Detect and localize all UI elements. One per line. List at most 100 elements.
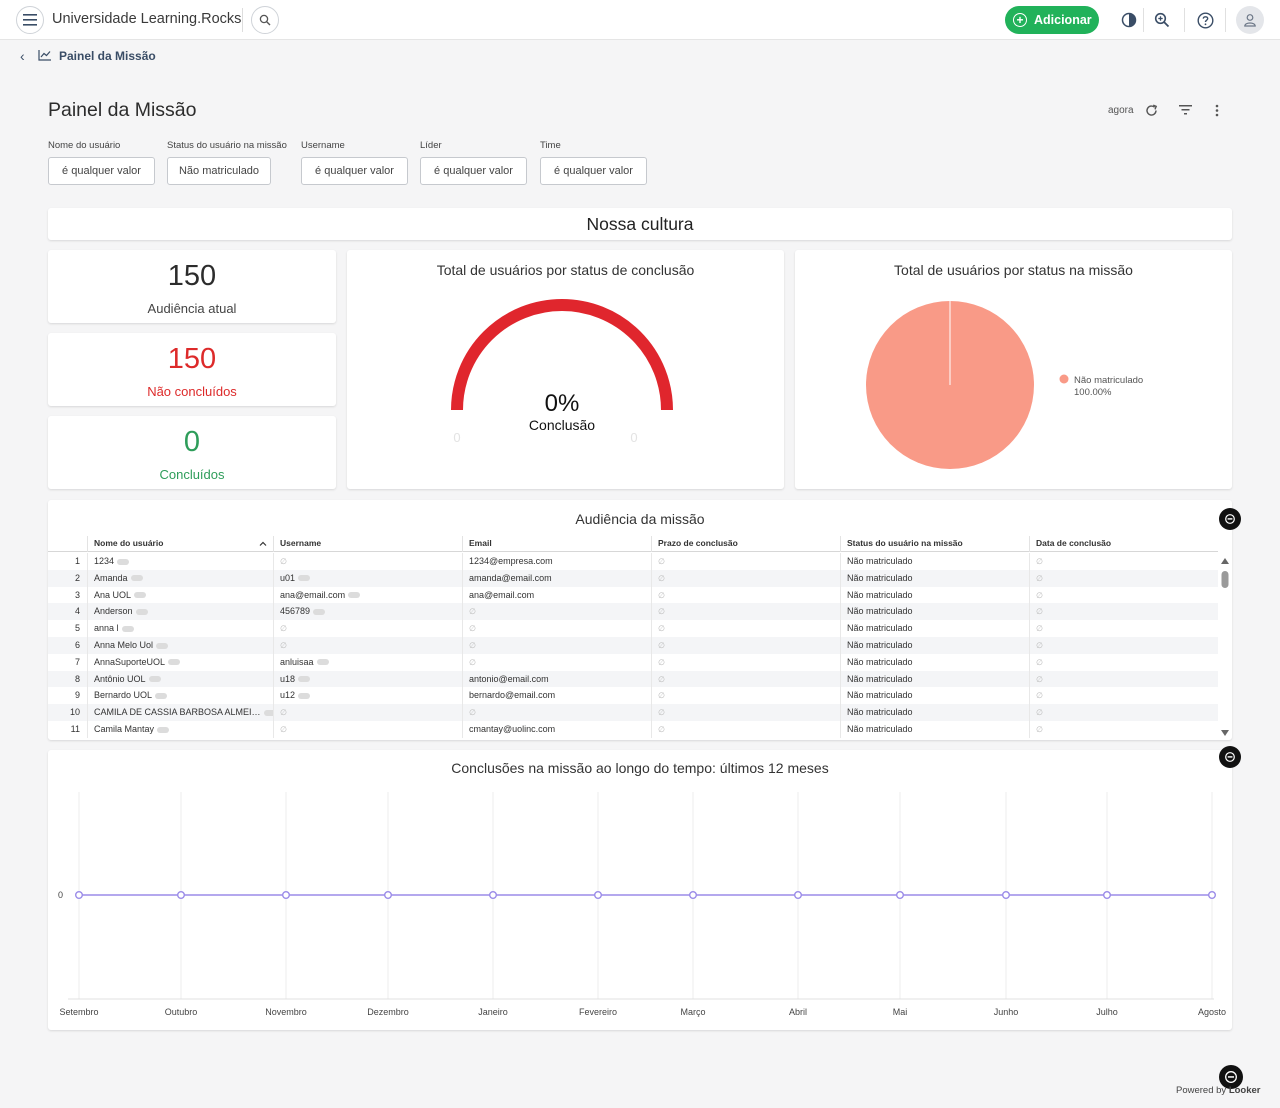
table-scrollbar[interactable] — [1218, 554, 1232, 740]
data-point — [281, 890, 290, 899]
kpi-value: 0 — [183, 426, 201, 458]
data-point — [75, 890, 84, 899]
table-row[interactable]: 6 Anna Melo Uol ∅ ∅ ∅ Não matriculado ∅ — [48, 637, 1218, 654]
more-options-icon[interactable] — [298, 575, 311, 582]
zoom-in-icon[interactable] — [1152, 10, 1172, 30]
more-options-icon[interactable] — [156, 642, 169, 649]
data-point — [1102, 890, 1111, 899]
more-options-icon[interactable] — [313, 609, 326, 616]
null-value: ∅ — [280, 708, 287, 718]
more-options-icon[interactable] — [117, 558, 130, 565]
table-cell-status: Não matriculado — [840, 704, 1029, 722]
filter-username[interactable]: é qualquer valor — [301, 157, 408, 185]
x-tick-label: Outubro — [165, 1007, 198, 1017]
more-vertical-icon[interactable] — [1209, 102, 1225, 118]
menu-button[interactable] — [16, 6, 44, 34]
kpi-label: Audiência atual — [147, 301, 237, 316]
more-options-icon[interactable] — [168, 659, 181, 666]
more-options-icon[interactable] — [157, 726, 170, 733]
x-tick-label: Fevereiro — [579, 1007, 617, 1017]
table-cell-prazo: ∅ — [651, 569, 840, 587]
theme-toggle-icon[interactable] — [1119, 10, 1139, 30]
add-button[interactable]: + Adicionar — [1005, 6, 1099, 34]
search-icon — [259, 14, 271, 26]
table-cell-name: Anna Melo Uol — [87, 637, 273, 654]
filter-lider[interactable]: é qualquer valor — [420, 157, 527, 185]
more-options-icon[interactable] — [121, 625, 134, 632]
table-row[interactable]: 1 1234 ∅ 1234@empresa.com ∅ Não matriculado ∅ — [48, 553, 1218, 570]
table-cell-status: Não matriculado — [840, 637, 1029, 654]
search-button[interactable] — [251, 6, 279, 34]
column-header-status[interactable]: Status do usuário na missão — [840, 536, 1029, 552]
breadcrumb[interactable]: Painel da Missão — [59, 49, 156, 63]
assistant-button[interactable] — [1219, 1065, 1243, 1089]
filter-icon[interactable] — [1177, 102, 1193, 118]
looker-logo[interactable]: Looker — [1228, 1085, 1261, 1096]
more-options-icon[interactable] — [148, 676, 161, 683]
table-cell-prazo: ∅ — [651, 653, 840, 671]
back-chevron-icon[interactable]: ‹ — [20, 48, 25, 64]
table-cell-email: bernardo@email.com — [462, 687, 651, 705]
table-cell-email: ∅ — [462, 704, 651, 722]
table-cell-email: ana@email.com — [462, 586, 651, 604]
table-row[interactable]: 4 Anderson 456789 ∅ ∅ Não matriculado ∅ — [48, 603, 1218, 621]
table-row[interactable]: 10 CAMILA DE CASSIA BARBOSA ALMEI… ∅ ∅ ∅ Não … — [48, 704, 1218, 722]
table-cell-prazo: ∅ — [651, 586, 840, 604]
table-cell-email: cmantay@uolinc.com — [462, 721, 651, 738]
divider — [242, 8, 243, 32]
more-options-icon[interactable] — [298, 676, 311, 683]
avatar[interactable] — [1236, 6, 1264, 34]
kpi-value: 150 — [167, 260, 217, 292]
table-row[interactable]: 11 Camila Mantay ∅ cmantay@uolinc.com ∅ Não m… — [48, 721, 1218, 738]
table-header: Nome do usuário Username Email Prazo de … — [48, 536, 1218, 552]
row-number: 2 — [74, 572, 80, 583]
null-value: ∅ — [469, 708, 476, 718]
table-cell-data: ∅ — [1029, 670, 1218, 688]
table-row[interactable]: 2 Amanda u01 amanda@email.com ∅ Não matricula… — [48, 569, 1218, 587]
section-header-card: Nossa cultura — [48, 208, 1232, 240]
more-options-icon[interactable] — [134, 592, 147, 599]
column-header-username[interactable]: Username — [273, 536, 462, 552]
column-header-email[interactable]: Email — [462, 536, 651, 552]
table-cell-name: AnnaSuporteUOL — [87, 653, 273, 671]
null-value: ∅ — [658, 641, 665, 650]
filter-status[interactable]: Não matriculado — [167, 157, 271, 185]
table-row[interactable]: 3 Ana UOL ana@email.com ana@email.com ∅ Não m… — [48, 586, 1218, 604]
more-options-icon[interactable] — [298, 693, 311, 700]
x-tick-label: Julho — [1096, 1007, 1118, 1017]
more-options-icon[interactable] — [316, 659, 329, 666]
row-number: 6 — [74, 640, 80, 650]
table-cell-prazo: ∅ — [651, 603, 840, 621]
column-header-data[interactable]: Data de conclusão — [1029, 536, 1218, 552]
data-point — [489, 890, 498, 899]
kpi-card-concluidos: 0 Concluídos — [48, 416, 336, 489]
table-cell-data: ∅ — [1029, 569, 1218, 587]
null-value: ∅ — [469, 607, 476, 617]
filter-time[interactable]: é qualquer valor — [540, 157, 647, 185]
column-header-nome[interactable]: Nome do usuário — [87, 536, 273, 552]
audience-table-card: Audiência da missão Nome do usuário User… — [48, 500, 1232, 740]
column-header-prazo[interactable]: Prazo de conclusão — [651, 536, 840, 552]
table-cell-status: Não matriculado — [840, 620, 1029, 638]
more-options-icon[interactable] — [263, 709, 273, 716]
table-row[interactable]: 5 anna l ∅ ∅ ∅ Não matriculado ∅ — [48, 620, 1218, 638]
null-value: ∅ — [1036, 590, 1043, 600]
more-options-icon[interactable] — [155, 693, 168, 700]
table-cell-prazo: ∅ — [651, 670, 840, 688]
table-row[interactable]: 8 Antônio UOL u18 antonio@email.com ∅ Não mat… — [48, 670, 1218, 688]
table-row[interactable]: 9 Bernardo UOL u12 bernardo@email.com ∅ Não m… — [48, 687, 1218, 705]
sort-up-icon[interactable] — [259, 541, 267, 546]
help-icon[interactable] — [1195, 10, 1215, 30]
filter-nome-usuario[interactable]: é qualquer valor — [48, 157, 155, 185]
gauge-min-label: 0 — [453, 430, 460, 445]
tile-action-button[interactable] — [1219, 508, 1241, 530]
table-cell-data: ∅ — [1029, 553, 1218, 570]
refresh-icon[interactable] — [1143, 102, 1159, 118]
table-row[interactable]: 7 AnnaSuporteUOL anluisaa ∅ ∅ Não matriculado… — [48, 653, 1218, 671]
null-value: ∅ — [658, 557, 665, 566]
tile-action-button[interactable] — [1219, 746, 1241, 768]
more-options-icon[interactable] — [130, 575, 143, 582]
kpi-label: Concluídos — [159, 467, 225, 482]
more-options-icon[interactable] — [348, 592, 361, 599]
more-options-icon[interactable] — [135, 609, 148, 616]
